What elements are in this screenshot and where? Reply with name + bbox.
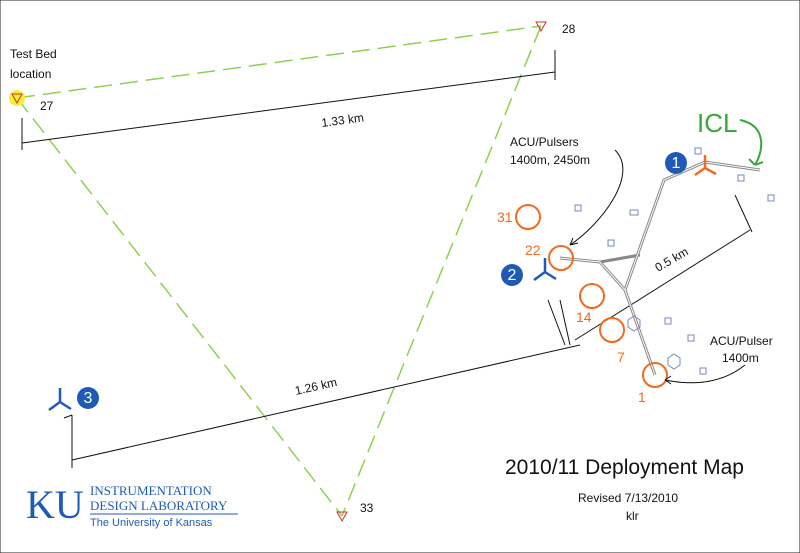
road — [559, 161, 761, 376]
logo-text: The University of Kansas — [90, 517, 213, 529]
pulser-site — [579, 283, 605, 309]
revision: Revised 7/13/2010 — [578, 491, 678, 505]
site-label: 33 — [360, 501, 374, 515]
note: ACU/Pulser — [710, 334, 773, 348]
dimension — [21, 50, 556, 150]
arrow — [569, 149, 624, 246]
pulser-site — [515, 204, 541, 230]
icl-label: ICL — [697, 108, 737, 138]
station-label: 2 — [508, 267, 517, 284]
pulser-label: 31 — [497, 209, 513, 225]
pulser-label: 7 — [617, 349, 625, 365]
station — [48, 152, 717, 412]
logo-mark: KU — [26, 482, 84, 527]
baseline — [16, 25, 542, 517]
pulser-site — [599, 317, 625, 343]
note: 1400m, 2450m — [510, 153, 590, 167]
logo-text: INSTRUMENTATION — [90, 483, 212, 498]
dimension — [63, 299, 581, 468]
pulser-site — [548, 245, 574, 271]
map-title: 2010/11 Deployment Map — [505, 456, 744, 479]
site-label: Test Bed — [10, 47, 57, 61]
station-label: 1 — [672, 155, 681, 172]
site-label: 27 — [40, 99, 54, 113]
site-marker — [11, 93, 23, 105]
note: 1400m — [722, 351, 759, 365]
site-label: 28 — [562, 22, 576, 36]
station-label: 3 — [84, 390, 93, 407]
site-marker — [535, 21, 547, 33]
site-marker — [336, 511, 348, 523]
distance-label: 1.33 km — [321, 110, 365, 130]
pulser-label: 14 — [576, 309, 592, 325]
arrow — [664, 364, 746, 385]
arrow — [739, 119, 764, 166]
note: ACU/Pulsers — [510, 135, 579, 149]
author: klr — [626, 509, 639, 523]
equipment — [574, 147, 775, 375]
pulser-label: 22 — [525, 242, 541, 258]
logo-text: DESIGN LABORATORY — [90, 498, 228, 513]
pulser-site — [642, 362, 668, 388]
site-label: location — [10, 67, 51, 81]
pulser-label: 1 — [638, 389, 646, 405]
